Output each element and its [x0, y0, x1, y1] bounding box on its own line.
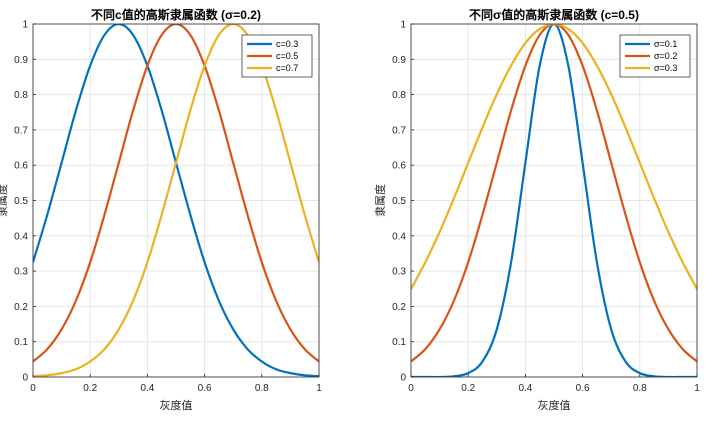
- left-legend-label-1: c=0.3: [276, 39, 298, 49]
- left-chart: 0 0.2 0.4 0.6 0.8 1 0 0.1 0.2 0.3 0.4 0.5 0.6 0.7 0.8 0…: [0, 7, 322, 412]
- right-y-axis-label: 隶属度: [373, 184, 387, 217]
- right-chart: 0 0.2 0.4 0.6 0.8 1 0 0.1 0.2 0.3 0.4 0.5 0.6 0.7 0.8 0…: [373, 7, 700, 412]
- right-y-tick-label: 0.4: [392, 231, 406, 242]
- left-y-tick-label: 0.9: [14, 55, 28, 66]
- left-y-tick-label: 0.4: [14, 231, 28, 242]
- right-x-tick-label: 0.4: [518, 383, 532, 394]
- right-y-tick-label: 0.9: [392, 55, 406, 66]
- right-series-1-line: [411, 24, 697, 377]
- right-x-axis-label: 灰度值: [538, 398, 571, 412]
- left-x-tick-label: 0.4: [140, 383, 154, 394]
- right-x-tick-label: 0.6: [576, 383, 590, 394]
- left-y-tick-label: 0.8: [14, 90, 28, 101]
- right-y-tick-label: 0.8: [392, 90, 406, 101]
- right-legend-label-2: σ=0.2: [654, 51, 677, 61]
- left-x-tick-label: 0.8: [255, 383, 269, 394]
- right-x-tick-label: 0: [408, 383, 414, 394]
- left-legend: c=0.3 c=0.5 c=0.7: [241, 34, 313, 78]
- left-y-tick-label: 0.3: [14, 267, 28, 278]
- right-y-tick-label: 0.2: [392, 302, 406, 313]
- left-y-tick-label: 0.7: [14, 125, 28, 136]
- right-y-tick-label: 0: [400, 373, 406, 384]
- right-series-2-line: [411, 24, 697, 363]
- right-legend-label-3: σ=0.3: [654, 63, 677, 73]
- right-y-tick-label: 0.5: [392, 196, 406, 207]
- right-x-tick-label: 0.2: [461, 383, 475, 394]
- right-legend-label-1: σ=0.1: [654, 39, 677, 49]
- right-x-tick-label: 0.8: [633, 383, 647, 394]
- left-x-tick-label: 1: [316, 383, 322, 394]
- right-y-tick-label: 0.6: [392, 161, 406, 172]
- left-legend-label-3: c=0.7: [276, 63, 298, 73]
- left-x-tick-label: 0: [30, 383, 36, 394]
- right-y-tick-label: 0.1: [392, 337, 406, 348]
- right-x-tick-label: 1: [694, 383, 700, 394]
- right-y-tick-label: 0.3: [392, 267, 406, 278]
- left-y-tick-label: 0.5: [14, 196, 28, 207]
- right-chart-title: 不同σ值的高斯隶属函数 (c=0.5): [469, 7, 639, 22]
- right-y-tick-label: 0.7: [392, 125, 406, 136]
- left-y-tick-label: 0.2: [14, 302, 28, 313]
- left-chart-title: 不同c值的高斯隶属函数 (σ=0.2): [91, 7, 261, 22]
- left-y-tick-label: 0: [22, 373, 28, 384]
- right-y-tick-label: 1: [400, 20, 406, 31]
- left-y-tick-label: 0.1: [14, 337, 28, 348]
- left-series-2-line: [33, 24, 319, 363]
- right-series-3-line: [411, 24, 697, 290]
- left-x-tick-label: 0.2: [83, 383, 97, 394]
- left-x-tick-label: 0.6: [198, 383, 212, 394]
- left-y-tick-label: 1: [22, 20, 28, 31]
- left-y-tick-label: 0.6: [14, 161, 28, 172]
- left-series-3-line: [33, 24, 319, 377]
- left-y-axis-label: 隶属度: [0, 184, 9, 217]
- right-legend: σ=0.1 σ=0.2 σ=0.3: [619, 34, 691, 78]
- left-legend-label-2: c=0.5: [276, 51, 298, 61]
- left-x-axis-label: 灰度值: [160, 398, 193, 412]
